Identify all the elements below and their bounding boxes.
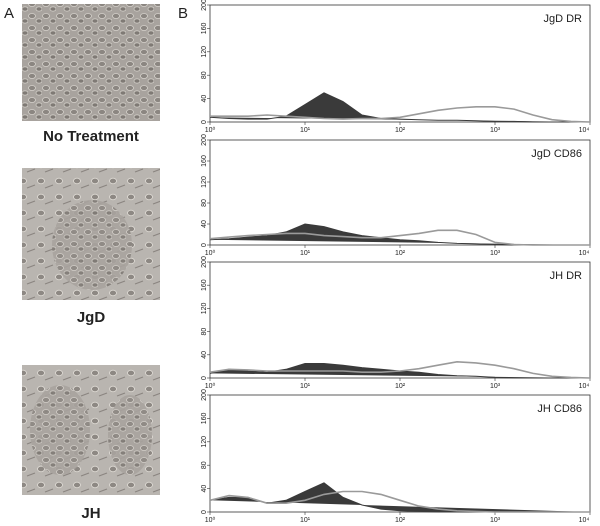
y-tick-label: 200	[201, 256, 208, 268]
y-tick-label: 200	[201, 0, 208, 11]
x-tick-label: 10²	[395, 127, 406, 134]
x-tick-label: 10³	[490, 250, 501, 257]
histogram-outline	[209, 229, 590, 246]
plot-title: JH CD86	[537, 403, 582, 415]
y-tick-label: 120	[201, 176, 208, 188]
micrograph	[22, 4, 160, 121]
x-tick-label: 10⁴	[579, 127, 590, 134]
x-tick-label: 10¹	[300, 127, 311, 134]
x-tick-label: 10⁴	[579, 517, 590, 524]
y-tick-label: 80	[201, 328, 208, 336]
x-tick-label: 10²	[395, 517, 406, 524]
y-tick-label: 0	[201, 120, 208, 124]
y-tick-label: 80	[201, 199, 208, 207]
cell-cluster	[52, 200, 132, 290]
x-tick-label: 10⁰	[205, 249, 216, 257]
x-tick-label: 10²	[395, 250, 406, 257]
y-tick-label: 0	[201, 376, 208, 380]
image-caption: No Treatment	[43, 128, 139, 145]
y-tick-label: 200	[201, 134, 208, 146]
y-tick-label: 160	[201, 155, 208, 167]
y-tick-label: 80	[201, 71, 208, 79]
y-tick-label: 120	[201, 436, 208, 448]
plot-title: JgD CD86	[531, 148, 582, 160]
image-caption: JH	[81, 505, 100, 522]
x-tick-label: 10³	[490, 383, 501, 390]
y-tick-label: 40	[201, 220, 208, 228]
panel-label: A	[4, 5, 14, 22]
y-tick-label: 160	[201, 22, 208, 34]
plot-title: JgD DR	[543, 13, 582, 25]
x-tick-label: 10¹	[300, 250, 311, 257]
y-tick-label: 40	[201, 95, 208, 103]
y-tick-label: 0	[201, 510, 208, 514]
plot-frame	[209, 394, 591, 513]
x-tick-label: 10⁰	[205, 126, 216, 134]
histogram-outline	[209, 360, 591, 379]
histogram-outline	[210, 106, 591, 123]
x-tick-label: 10³	[490, 127, 501, 134]
x-tick-label: 10⁴	[579, 250, 590, 257]
y-tick-label: 40	[201, 351, 208, 359]
y-tick-label: 80	[201, 461, 208, 469]
plot-frame	[209, 261, 591, 379]
y-tick-label: 40	[201, 485, 208, 493]
x-tick-label: 10¹	[300, 517, 311, 524]
y-tick-label: 160	[201, 412, 208, 424]
x-tick-label: 10¹	[300, 383, 311, 390]
histogram-filled	[209, 482, 590, 513]
x-tick-label: 10⁰	[205, 382, 216, 390]
x-tick-label: 10³	[490, 517, 501, 524]
x-tick-label: 10²	[395, 383, 406, 390]
plot-title: JH DR	[550, 270, 582, 282]
y-tick-label: 160	[201, 279, 208, 291]
panel-label: B	[178, 5, 188, 22]
x-tick-label: 10⁴	[579, 383, 590, 390]
image-caption: JgD	[77, 309, 106, 326]
histogram-outline	[209, 490, 590, 513]
plot-frame	[209, 4, 591, 123]
y-tick-label: 200	[201, 389, 208, 401]
y-tick-label: 0	[201, 243, 208, 247]
cell-cluster	[108, 395, 152, 475]
y-tick-label: 120	[201, 302, 208, 314]
cell-cluster	[30, 385, 90, 475]
x-tick-label: 10⁰	[205, 516, 216, 524]
y-tick-label: 120	[201, 46, 208, 58]
histogram-filled	[209, 92, 590, 123]
